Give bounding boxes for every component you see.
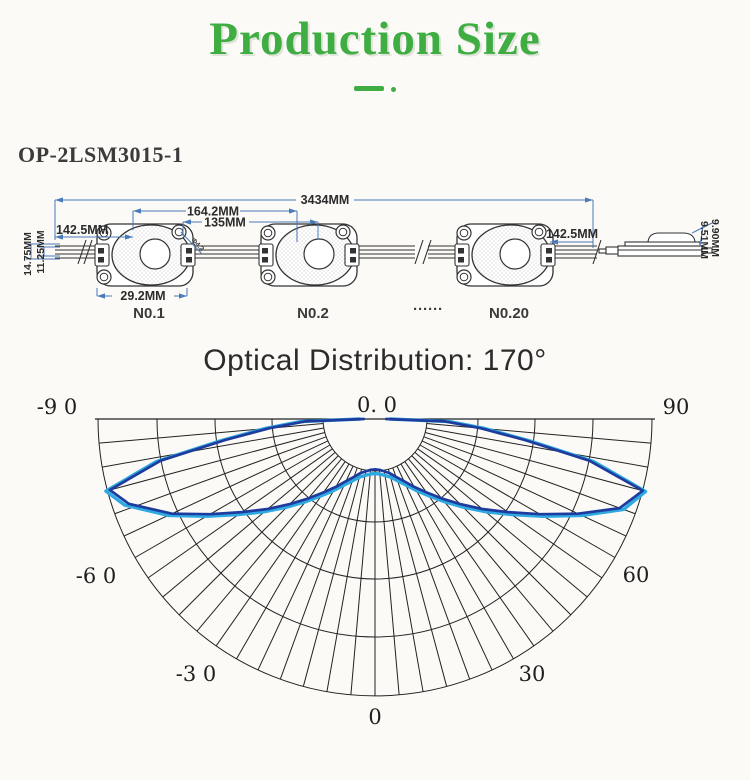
polar-spoke (400, 463, 514, 660)
dim-total-length: 3434MM (301, 193, 350, 207)
polar-spoke (134, 444, 331, 558)
angle-label: 0. 0 (357, 393, 397, 417)
polar-spoke (196, 458, 342, 632)
led-module-1 (94, 223, 196, 287)
polar-spoke (102, 427, 324, 468)
model-number: OP-2LSM3015-1 (18, 142, 184, 167)
polar-spoke (178, 455, 339, 616)
polar-spoke (279, 467, 358, 680)
dim-side-body-height: 9.51MM (698, 221, 710, 259)
module-ellipsis: ······ (413, 301, 443, 318)
led-module-2 (258, 223, 360, 287)
wire-break-marks (77, 239, 602, 265)
title-underline-dot (391, 87, 396, 92)
distribution-curve-2 (108, 417, 645, 516)
polar-spoke (379, 470, 400, 695)
polar-grid-arc (322, 418, 428, 472)
dim-wire-outer: 14.75MM (22, 232, 34, 276)
polar-spoke (99, 423, 324, 444)
dim-side-total-height: 9.90MM (709, 219, 721, 257)
polar-spoke (392, 467, 471, 680)
polar-spoke (421, 440, 627, 537)
polar-spoke (257, 465, 354, 671)
polar-spoke (423, 436, 636, 515)
dim-lead-right: 142.5MM (546, 227, 598, 241)
optical-distribution-chart: -9 0 0. 0 90 -6 0 60 -3 0 30 0 (37, 393, 690, 729)
wire-cables (55, 245, 597, 259)
module-label-1: N0.1 (133, 305, 165, 322)
angle-label: -6 0 (76, 564, 117, 588)
angle-label: 90 (663, 395, 690, 419)
led-module-side-view (598, 232, 713, 257)
title-underline-dash (354, 86, 384, 91)
distribution-curve-1 (104, 417, 648, 519)
polar-spoke (425, 431, 643, 492)
angle-label: 30 (519, 662, 546, 686)
polar-spoke (408, 458, 554, 632)
module-label-20: N0.20 (489, 305, 529, 322)
dim-lead-left: 142.5MM (56, 223, 108, 237)
product-size-drawing: 3434MM 164.2MM 135MM 142.5MM 142.5MM 29.… (22, 193, 721, 322)
angle-label: -3 0 (176, 662, 217, 686)
polar-spoke (396, 465, 493, 671)
polar-spoke (414, 452, 588, 598)
polar-angle-labels: -9 0 0. 0 90 -6 0 60 -3 0 30 0 (37, 393, 690, 729)
dim-module-width: 29.2MM (120, 289, 165, 303)
polar-spoke (302, 469, 363, 687)
polar-spoke (350, 470, 371, 695)
polar-spoke (383, 470, 424, 692)
polar-spoke (387, 469, 448, 687)
distribution-curves (104, 417, 648, 519)
angle-label: 0 (368, 705, 381, 729)
dim-wire-gap: 135MM (204, 216, 246, 230)
angle-label: 60 (623, 563, 650, 587)
polar-spoke (162, 452, 336, 598)
page-title: Production Size (209, 13, 541, 65)
polar-spoke (114, 436, 327, 515)
led-module-20 (454, 223, 556, 287)
dimension-arrows (55, 197, 593, 299)
polar-spoke (326, 470, 367, 692)
polar-spoke (107, 431, 325, 492)
polar-grid (95, 418, 655, 697)
polar-spoke (419, 444, 616, 558)
polar-spoke (426, 427, 648, 468)
angle-label: -9 0 (37, 395, 78, 419)
polar-spoke (426, 423, 651, 444)
polar-spoke (411, 455, 572, 616)
optical-distribution-title: Optical Distribution: 170° (203, 344, 547, 377)
module-label-2: N0.2 (297, 305, 329, 322)
polar-spoke (236, 463, 350, 660)
polar-spoke (123, 440, 329, 537)
dim-module-pitch: 164.2MM (187, 205, 239, 219)
dim-wire-inner: 11.25MM (35, 230, 47, 273)
